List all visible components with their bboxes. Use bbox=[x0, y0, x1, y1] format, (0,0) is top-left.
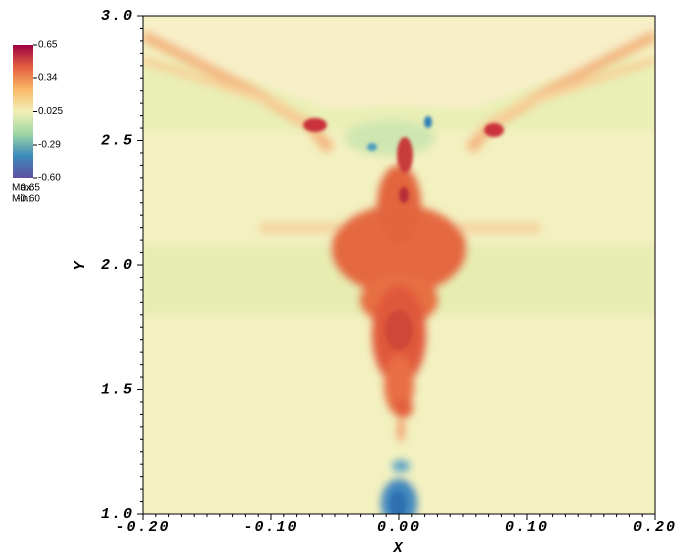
x-tick-label: -0.20 bbox=[115, 519, 170, 536]
min-label: Min: bbox=[12, 194, 31, 205]
x-tick-label: -0.10 bbox=[243, 519, 298, 536]
colorbar-tick-label: -0.29 bbox=[38, 140, 61, 151]
max-label: Max: bbox=[12, 183, 34, 194]
colorbar-tick-label: -0.60 bbox=[38, 173, 61, 184]
x-tick-label: 0.10 bbox=[505, 519, 549, 536]
x-tick-label: 0.00 bbox=[377, 519, 421, 536]
max-value: 0.65 bbox=[21, 183, 41, 194]
min-value: -0.60 bbox=[17, 194, 40, 205]
y-axis-label: Y bbox=[72, 259, 89, 270]
y-tick-label: 1.5 bbox=[101, 381, 134, 398]
x-tick-label: 0.20 bbox=[633, 519, 677, 536]
colorbar-tick-label: 0.65 bbox=[38, 40, 58, 51]
field bbox=[143, 16, 655, 514]
y-tick-label: 2.5 bbox=[101, 132, 134, 149]
colorbar bbox=[13, 45, 33, 178]
x-axis-label: X bbox=[392, 540, 404, 557]
y-tick-label: 1.0 bbox=[101, 506, 134, 523]
colorbar-tick-label: 0.025 bbox=[38, 106, 63, 117]
y-tick-label: 2.0 bbox=[101, 257, 134, 274]
y-tick-label: 3.0 bbox=[101, 8, 134, 25]
colorbar-tick-label: 0.34 bbox=[38, 73, 58, 84]
